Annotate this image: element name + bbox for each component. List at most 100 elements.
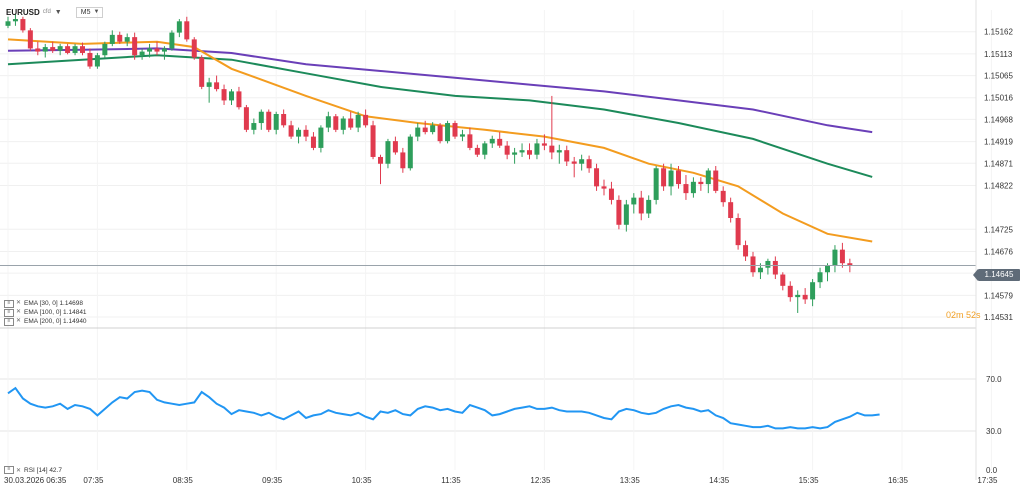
candle [743, 240, 749, 261]
symbol-dropdown-icon[interactable]: ▼ [54, 8, 62, 16]
candle-body [549, 145, 555, 153]
candle [109, 30, 115, 47]
time-tick-label: 14:35 [709, 476, 730, 485]
candle [795, 290, 801, 313]
candle [787, 281, 793, 302]
candle [124, 33, 130, 47]
legend-ema200[interactable]: ≡ ✕ EMA [200, 0] 1.14940 [4, 317, 87, 326]
candle [385, 138, 391, 169]
candle-body [5, 21, 11, 26]
candle-body [452, 123, 458, 137]
ema30-line-group [7, 38, 873, 243]
candle [199, 55, 205, 90]
candle [713, 166, 719, 194]
ema100-line [7, 54, 873, 178]
candle-body [810, 282, 816, 300]
time-tick-label: 12:35 [530, 476, 551, 485]
candle [459, 129, 465, 142]
candle [378, 154, 383, 185]
candle-body [94, 55, 100, 67]
candle-body [407, 136, 413, 169]
candle [750, 251, 756, 277]
candle [87, 48, 93, 69]
candle [243, 104, 249, 133]
candle-body [743, 245, 749, 257]
candle-body [631, 197, 637, 205]
settings-icon[interactable]: ≡ [4, 299, 14, 308]
candle-body [184, 21, 190, 40]
candle [318, 125, 324, 153]
candle [415, 123, 421, 142]
candle-body [527, 150, 532, 155]
settings-icon[interactable]: ≡ [4, 308, 14, 317]
candle [12, 14, 18, 26]
close-icon[interactable]: ✕ [16, 309, 22, 315]
candle-body [817, 272, 823, 283]
candle [825, 263, 830, 282]
candle-body [795, 294, 801, 298]
close-icon[interactable]: ✕ [16, 467, 22, 474]
legend-ema100[interactable]: ≡ ✕ EMA [100, 0] 1.14841 [4, 308, 87, 317]
candle [57, 43, 63, 56]
candle [586, 155, 592, 173]
candle [214, 75, 220, 92]
candle-body [728, 202, 734, 218]
time-tick-label: 16:35 [888, 476, 909, 485]
timeframe-select[interactable]: M5 ▼ [75, 6, 104, 18]
candle-body [229, 91, 234, 101]
candle-body [467, 134, 473, 148]
candle-body [12, 19, 18, 22]
candle-body [318, 127, 324, 148]
candle-body [65, 46, 71, 53]
candle [735, 213, 741, 250]
candle [266, 109, 272, 133]
candle-countdown: 02m 52s [946, 310, 981, 320]
candle [325, 111, 331, 133]
time-axis[interactable]: 30.03.2026 06:35 07:35 08:35 09:35 10:35 11:3… [4, 476, 998, 485]
candle-body [415, 127, 421, 137]
settings-icon[interactable]: ≡ [4, 317, 14, 326]
candle [698, 177, 704, 191]
candle [616, 195, 622, 230]
candle [139, 48, 145, 60]
price-tick-label: 1.14579 [984, 291, 1013, 300]
candle-body [392, 141, 398, 153]
symbol-name[interactable]: EURUSD [6, 7, 40, 17]
candle-body [27, 30, 33, 49]
candle-body [430, 125, 436, 133]
candle [147, 43, 153, 58]
candle-body [258, 111, 264, 124]
candle [810, 279, 816, 307]
close-icon[interactable]: ✕ [16, 300, 22, 306]
candle [638, 190, 644, 221]
candle [206, 77, 212, 103]
legend-ema30[interactable]: ≡ ✕ EMA [30, 0] 1.14698 [4, 299, 87, 308]
candle [653, 166, 659, 205]
candle [519, 143, 525, 157]
candle-body [556, 150, 562, 153]
candle-body [117, 34, 123, 42]
time-tick-label: 30.03.2026 06:35 [4, 476, 67, 485]
close-icon[interactable]: ✕ [16, 318, 22, 324]
price-tick-label: 1.15016 [984, 94, 1013, 103]
candle-body [780, 274, 786, 286]
candle-body [594, 168, 600, 187]
candle [35, 41, 41, 56]
candle-body [42, 47, 48, 52]
candle-body [601, 186, 607, 189]
candle [489, 135, 495, 148]
candle-body [273, 114, 279, 130]
candle [802, 288, 808, 304]
chart-header: EURUSD cfd ▼ M5 ▼ [6, 5, 104, 19]
candle-body [608, 188, 614, 200]
time-tick-label: 09:35 [262, 476, 283, 485]
candle [839, 242, 845, 268]
settings-icon[interactable]: ≡ [4, 466, 14, 474]
candle-body [288, 125, 294, 137]
current-price-badge: 1.14645 [973, 269, 1020, 281]
candle [400, 147, 406, 173]
candle [832, 245, 838, 273]
legend-rsi[interactable]: ≡ ✕ RSI [14] 42.7 [4, 466, 62, 474]
time-tick-label: 10:35 [352, 476, 373, 485]
